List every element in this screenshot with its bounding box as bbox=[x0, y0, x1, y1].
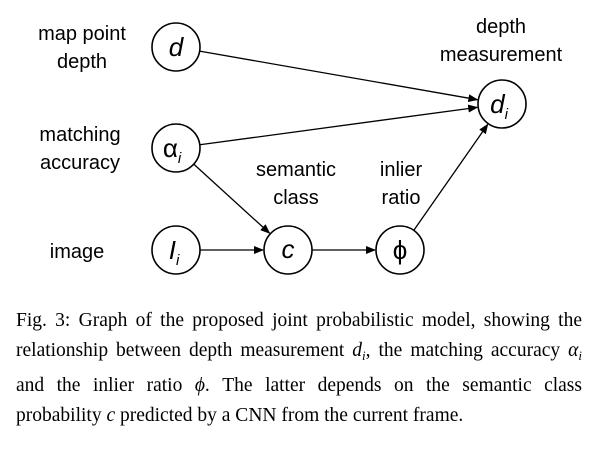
node-inlier-ratio-symbol: ϕ bbox=[393, 235, 408, 265]
edge-inlier-ratio-to-depth-measurement bbox=[413, 123, 489, 231]
label-inlier: inlier bbox=[380, 159, 423, 181]
node-depth-measurement-subscript: i bbox=[505, 106, 509, 123]
node-semantic-class-symbol: c bbox=[282, 234, 295, 264]
label-map-point: map point bbox=[38, 23, 126, 45]
node-map-point-depth-symbol: d bbox=[169, 32, 185, 62]
node-matching-accuracy: αi bbox=[151, 123, 201, 173]
caption-text-4: . The latter depends on the semantic cla… bbox=[16, 375, 582, 426]
node-semantic-class: c bbox=[263, 225, 313, 275]
caption-text-2: , the matching accuracy bbox=[365, 340, 569, 361]
svg-text:ϕ: ϕ bbox=[393, 235, 408, 265]
label-ratio: ratio bbox=[382, 187, 421, 209]
node-image: Ii bbox=[151, 225, 201, 275]
node-matching-accuracy-subscript: i bbox=[178, 150, 182, 167]
svg-text:d: d bbox=[169, 32, 185, 62]
node-map-point-depth: d bbox=[151, 22, 201, 72]
node-depth-measurement-symbol: d bbox=[490, 89, 506, 119]
graphical-model: map point depth matching accuracy image … bbox=[38, 16, 563, 275]
node-image-symbol: I bbox=[169, 235, 176, 265]
figure-caption: Fig. 3: Graph of the proposed joint prob… bbox=[16, 306, 582, 431]
svg-text:Ii: Ii bbox=[169, 235, 180, 269]
svg-text:di: di bbox=[490, 89, 508, 123]
edge-map-point-depth-to-depth-measurement bbox=[199, 50, 479, 103]
label-measurement: measurement bbox=[440, 44, 563, 66]
label-image: image bbox=[50, 241, 104, 263]
edges bbox=[193, 50, 489, 254]
label-class: class bbox=[273, 187, 319, 209]
label-accuracy: accuracy bbox=[40, 152, 120, 174]
edge-matching-accuracy-to-semantic-class bbox=[193, 163, 271, 234]
node-image-subscript: i bbox=[176, 252, 180, 269]
caption-text-3: and the inlier ratio bbox=[16, 375, 195, 396]
svg-text:c: c bbox=[282, 234, 295, 264]
caption-math-c: c bbox=[106, 405, 116, 426]
caption-text-1: Fig. 3: Graph of the proposed joint prob… bbox=[16, 310, 582, 361]
label-matching: matching bbox=[39, 124, 120, 146]
node-inlier-ratio: ϕ bbox=[375, 225, 425, 275]
label-semantic: semantic bbox=[256, 159, 336, 181]
caption-text-5: predicted by a CNN from the current fram… bbox=[115, 405, 464, 426]
svg-text:αi: αi bbox=[163, 133, 182, 167]
label-depth: depth bbox=[476, 16, 526, 38]
caption-math-phi: ϕ bbox=[194, 375, 205, 396]
caption-math-d: d bbox=[352, 340, 363, 361]
node-matching-accuracy-symbol: α bbox=[163, 133, 178, 163]
caption-math-alpha-subscript: i bbox=[578, 348, 582, 363]
edge-matching-accuracy-to-depth-measurement bbox=[199, 104, 479, 146]
node-depth-measurement: di bbox=[477, 79, 527, 129]
caption-math-alpha: α bbox=[568, 340, 579, 361]
caption-math-d-subscript: i bbox=[362, 348, 366, 363]
label-map-point-depth: depth bbox=[57, 51, 107, 73]
